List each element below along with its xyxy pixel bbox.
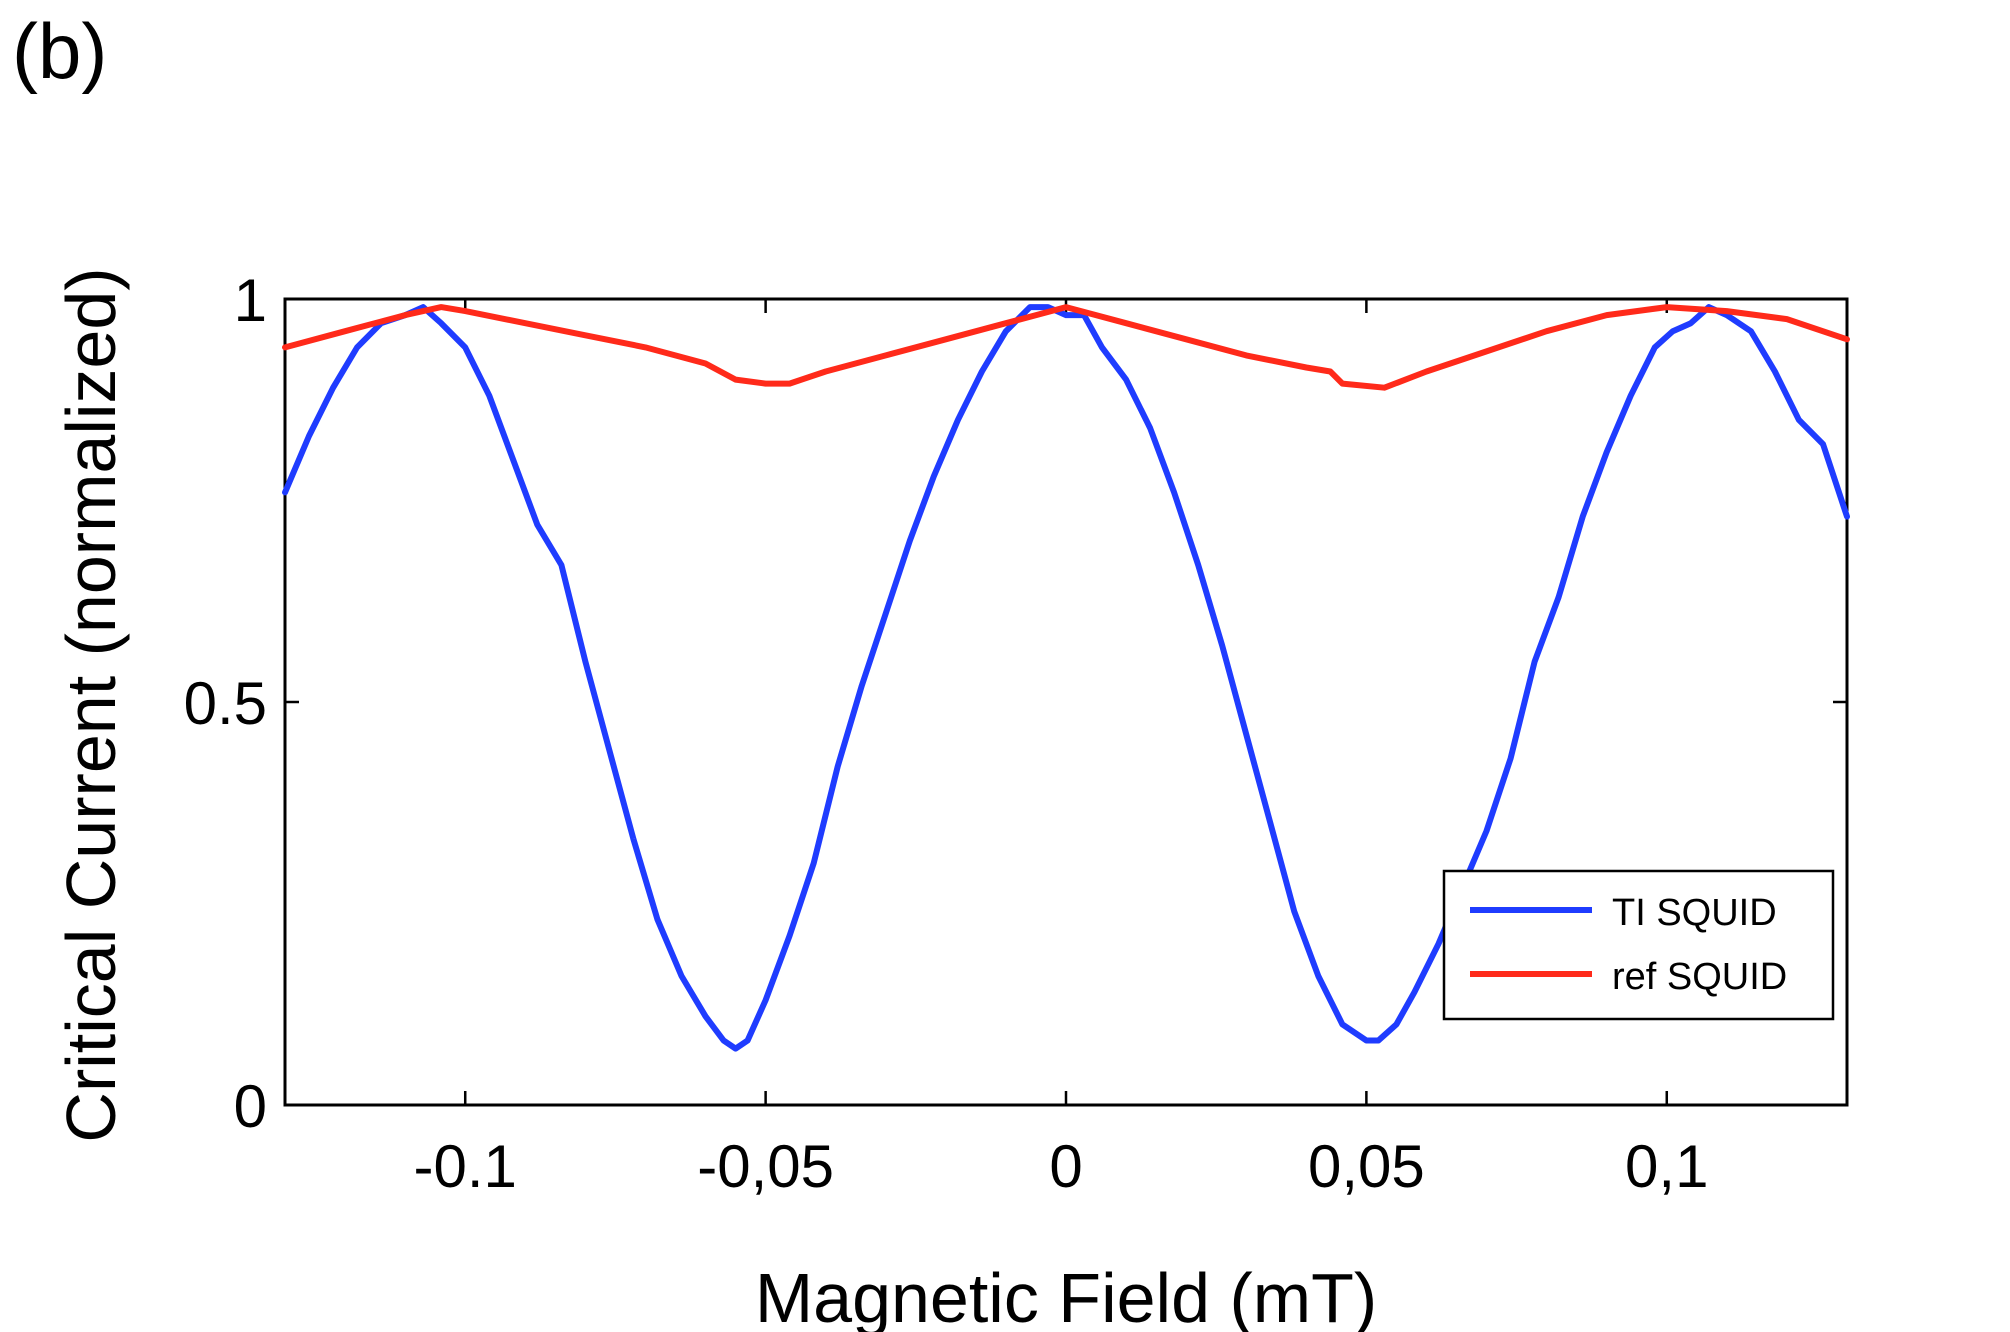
series-layer xyxy=(282,304,1850,1052)
x-tick-label: 0 xyxy=(1049,1133,1082,1200)
series-line-ref-squid xyxy=(282,304,1850,391)
x-tick-label: 0,05 xyxy=(1308,1133,1425,1200)
y-tick-label: 0 xyxy=(234,1073,267,1140)
panel-label: (b) xyxy=(12,7,107,95)
series-line-ti-squid xyxy=(282,304,1850,1052)
legend-label-ref-squid: ref SQUID xyxy=(1612,956,1787,998)
legend: TI SQUID ref SQUID xyxy=(1442,869,1835,1021)
x-tick-label: -0.1 xyxy=(414,1133,517,1200)
x-tick-label: 0,1 xyxy=(1625,1133,1708,1200)
x-axis: -0.1 -0,05 0 0,05 0,1 xyxy=(414,299,1708,1200)
y-tick-label: 0.5 xyxy=(184,670,267,737)
x-tick-label: -0,05 xyxy=(697,1133,834,1200)
y-tick-label: 1 xyxy=(234,267,267,334)
legend-box xyxy=(1442,869,1835,1021)
legend-label-ti-squid: TI SQUID xyxy=(1612,892,1777,934)
y-axis: 00.51 xyxy=(184,267,1847,1140)
x-axis-title: Magnetic Field (mT) xyxy=(755,1259,1377,1332)
y-axis-title: Critical Current (normalized) xyxy=(52,267,130,1142)
